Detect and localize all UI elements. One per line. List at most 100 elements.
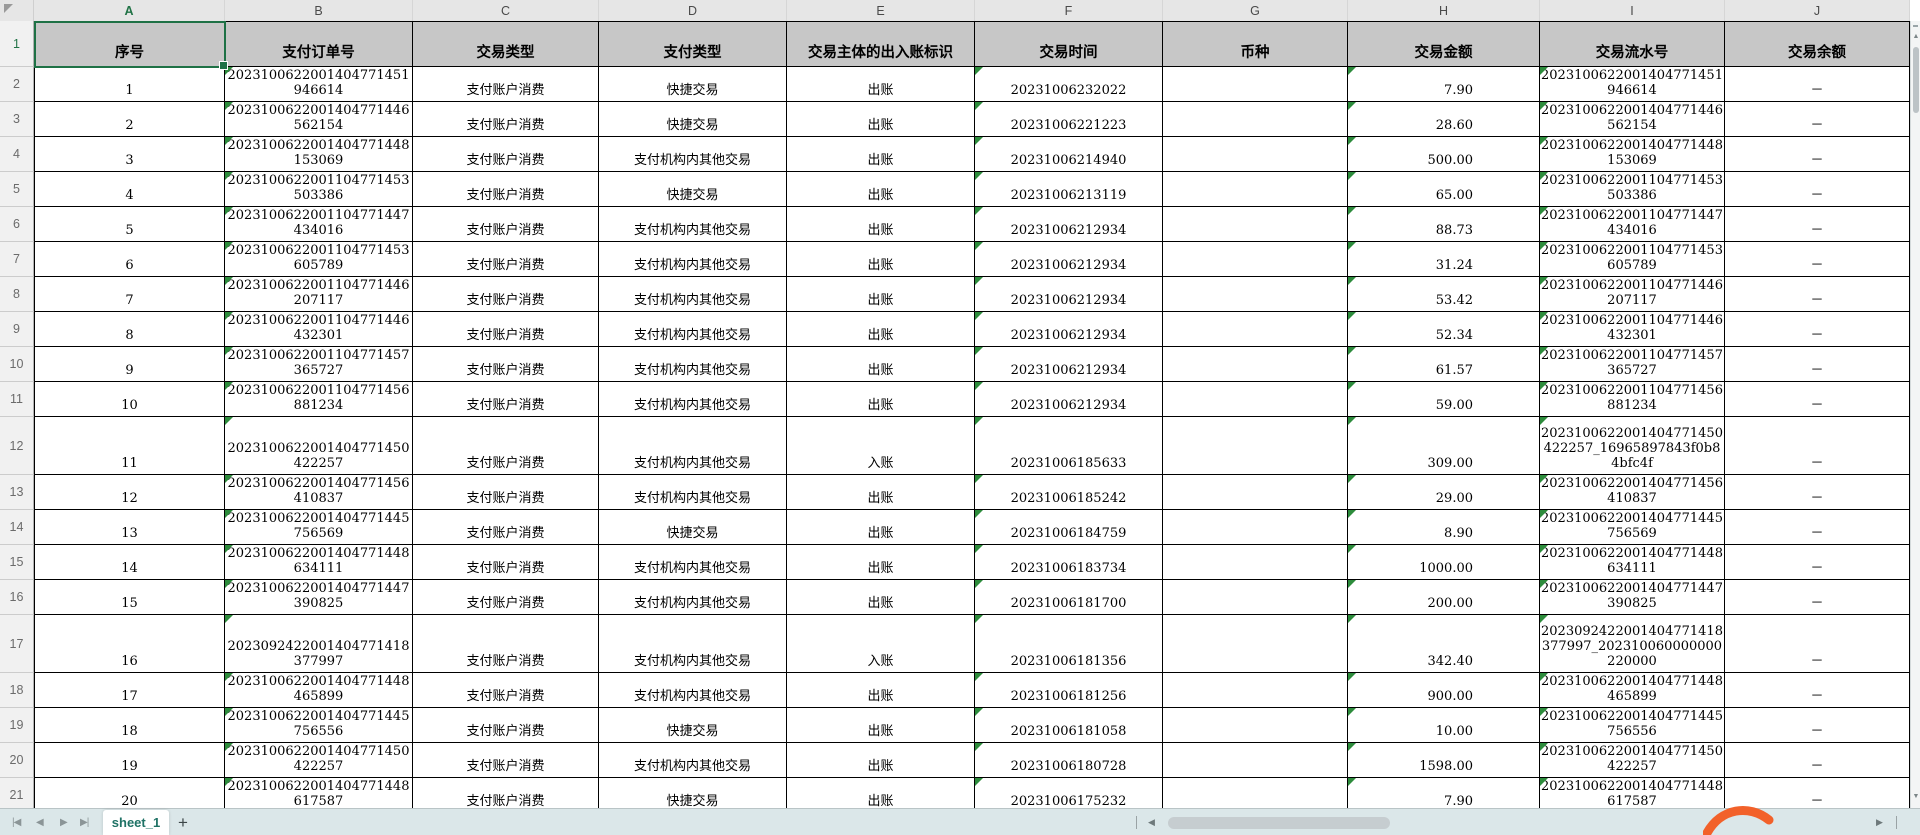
cell-H18[interactable]: 900.00: [1348, 673, 1540, 708]
cell-G8[interactable]: [1163, 277, 1348, 312]
cell-G10[interactable]: [1163, 347, 1348, 382]
cell-B3[interactable]: 2023100622001404771446562154: [225, 102, 413, 137]
cell-F8[interactable]: 20231006212934: [975, 277, 1163, 312]
cell-I3[interactable]: 2023100622001404771446562154: [1540, 102, 1725, 137]
cell-G17[interactable]: [1163, 615, 1348, 673]
cell-F3[interactable]: 20231006221223: [975, 102, 1163, 137]
cell-H19[interactable]: 10.00: [1348, 708, 1540, 743]
cell-J4[interactable]: －: [1725, 137, 1910, 172]
cell-B13[interactable]: 2023100622001404771456410837: [225, 475, 413, 510]
cell-J6[interactable]: －: [1725, 207, 1910, 242]
cell-G20[interactable]: [1163, 743, 1348, 778]
cell-A1[interactable]: 序号: [34, 21, 225, 67]
cell-A2[interactable]: 1: [34, 67, 225, 102]
cell-E7[interactable]: 出账: [787, 242, 975, 277]
cell-F19[interactable]: 20231006181058: [975, 708, 1163, 743]
cell-A17[interactable]: 16: [34, 615, 225, 673]
cell-H21[interactable]: 7.90: [1348, 778, 1540, 808]
splitter-handle-icon[interactable]: [1913, 25, 1918, 27]
cell-G12[interactable]: [1163, 417, 1348, 475]
cell-B16[interactable]: 2023100622001404771447390825: [225, 580, 413, 615]
cell-J1[interactable]: 交易余额: [1725, 21, 1910, 67]
cell-A12[interactable]: 11: [34, 417, 225, 475]
cell-F12[interactable]: 20231006185633: [975, 417, 1163, 475]
row-number-13[interactable]: 13: [0, 475, 34, 510]
row-number-14[interactable]: 14: [0, 510, 34, 545]
cell-C15[interactable]: 支付账户消费: [413, 545, 599, 580]
cell-I15[interactable]: 2023100622001404771448634111: [1540, 545, 1725, 580]
cell-C9[interactable]: 支付账户消费: [413, 312, 599, 347]
cell-E3[interactable]: 出账: [787, 102, 975, 137]
cell-F21[interactable]: 20231006175232: [975, 778, 1163, 808]
cell-I21[interactable]: 2023100622001404771448617587: [1540, 778, 1725, 808]
cell-E17[interactable]: 入账: [787, 615, 975, 673]
cell-I5[interactable]: 2023100622001104771453503386: [1540, 172, 1725, 207]
cell-E11[interactable]: 出账: [787, 382, 975, 417]
cell-H2[interactable]: 7.90: [1348, 67, 1540, 102]
cell-B19[interactable]: 2023100622001404771445756556: [225, 708, 413, 743]
cell-E2[interactable]: 出账: [787, 67, 975, 102]
cell-E8[interactable]: 出账: [787, 277, 975, 312]
cell-D3[interactable]: 快捷交易: [599, 102, 787, 137]
cell-H14[interactable]: 8.90: [1348, 510, 1540, 545]
cell-A21[interactable]: 20: [34, 778, 225, 808]
cell-E10[interactable]: 出账: [787, 347, 975, 382]
cell-B14[interactable]: 2023100622001404771445756569: [225, 510, 413, 545]
cell-G3[interactable]: [1163, 102, 1348, 137]
row-number-15[interactable]: 15: [0, 545, 34, 580]
cell-B7[interactable]: 2023100622001104771453605789: [225, 242, 413, 277]
cell-A5[interactable]: 4: [34, 172, 225, 207]
cell-G4[interactable]: [1163, 137, 1348, 172]
column-letter-I[interactable]: I: [1540, 0, 1725, 21]
cell-G5[interactable]: [1163, 172, 1348, 207]
cell-I4[interactable]: 2023100622001404771448153069: [1540, 137, 1725, 172]
cell-D2[interactable]: 快捷交易: [599, 67, 787, 102]
cell-C17[interactable]: 支付账户消费: [413, 615, 599, 673]
cell-B5[interactable]: 2023100622001104771453503386: [225, 172, 413, 207]
cell-G11[interactable]: [1163, 382, 1348, 417]
cell-C1[interactable]: 交易类型: [413, 21, 599, 67]
row-number-2[interactable]: 2: [0, 67, 34, 102]
cell-F10[interactable]: 20231006212934: [975, 347, 1163, 382]
cell-E5[interactable]: 出账: [787, 172, 975, 207]
cell-B2[interactable]: 2023100622001404771451946614: [225, 67, 413, 102]
cell-A13[interactable]: 12: [34, 475, 225, 510]
cell-I6[interactable]: 2023100622001104771447434016: [1540, 207, 1725, 242]
cell-I18[interactable]: 2023100622001404771448465899: [1540, 673, 1725, 708]
column-letter-C[interactable]: C: [413, 0, 599, 21]
select-all-corner[interactable]: [0, 0, 34, 21]
cell-D7[interactable]: 支付机构内其他交易: [599, 242, 787, 277]
vertical-scrollbar[interactable]: ▲ ▼: [1910, 21, 1920, 808]
cell-F5[interactable]: 20231006213119: [975, 172, 1163, 207]
cell-A18[interactable]: 17: [34, 673, 225, 708]
cell-E4[interactable]: 出账: [787, 137, 975, 172]
cell-B15[interactable]: 2023100622001404771448634111: [225, 545, 413, 580]
cell-B8[interactable]: 2023100622001104771446207117: [225, 277, 413, 312]
cell-H7[interactable]: 31.24: [1348, 242, 1540, 277]
cell-G13[interactable]: [1163, 475, 1348, 510]
cell-C10[interactable]: 支付账户消费: [413, 347, 599, 382]
cell-I19[interactable]: 2023100622001404771445756556: [1540, 708, 1725, 743]
scroll-down-icon[interactable]: ▼: [1912, 793, 1920, 800]
cell-C2[interactable]: 支付账户消费: [413, 67, 599, 102]
cell-A9[interactable]: 8: [34, 312, 225, 347]
cell-C13[interactable]: 支付账户消费: [413, 475, 599, 510]
cell-A3[interactable]: 2: [34, 102, 225, 137]
cell-G2[interactable]: [1163, 67, 1348, 102]
cell-E16[interactable]: 出账: [787, 580, 975, 615]
cell-G16[interactable]: [1163, 580, 1348, 615]
cell-E20[interactable]: 出账: [787, 743, 975, 778]
cell-C14[interactable]: 支付账户消费: [413, 510, 599, 545]
cell-A19[interactable]: 18: [34, 708, 225, 743]
column-letter-H[interactable]: H: [1348, 0, 1540, 21]
cell-F16[interactable]: 20231006181700: [975, 580, 1163, 615]
cell-D21[interactable]: 快捷交易: [599, 778, 787, 808]
cell-B1[interactable]: 支付订单号: [225, 21, 413, 67]
cell-B11[interactable]: 2023100622001104771456881234: [225, 382, 413, 417]
cell-A14[interactable]: 13: [34, 510, 225, 545]
cell-B21[interactable]: 2023100622001404771448617587: [225, 778, 413, 808]
row-number-16[interactable]: 16: [0, 580, 34, 615]
cell-D14[interactable]: 快捷交易: [599, 510, 787, 545]
cell-J16[interactable]: －: [1725, 580, 1910, 615]
cell-C7[interactable]: 支付账户消费: [413, 242, 599, 277]
